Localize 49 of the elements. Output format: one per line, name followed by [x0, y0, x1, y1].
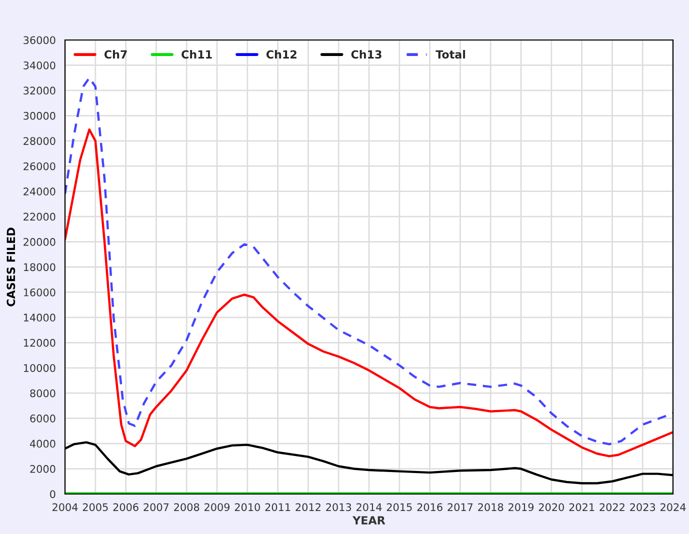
y-tick-label: 18000 — [24, 263, 56, 272]
y-axis-title: CASES FILED — [6, 228, 16, 306]
y-tick-label: 22000 — [24, 212, 56, 221]
x-axis-title: YEAR — [352, 516, 386, 524]
x-tick-label: 2005 — [82, 503, 108, 512]
y-tick-label: 12000 — [24, 338, 56, 347]
x-tick-label: 2019 — [508, 503, 534, 512]
x-tick-label: 2024 — [660, 503, 686, 512]
x-tick-label: 2018 — [478, 503, 504, 512]
x-tick-label: 2017 — [448, 503, 473, 512]
x-tick-label: 2009 — [204, 503, 230, 512]
line-series — [65, 128, 673, 458]
legend-label: Ch13 — [351, 50, 382, 59]
y-tick-label: 14000 — [24, 314, 56, 322]
y-tick-label: 34000 — [24, 61, 56, 70]
y-tick-label: 4000 — [30, 440, 56, 448]
x-tick-label: 2021 — [569, 503, 594, 512]
x-tick-label: 2013 — [326, 503, 352, 512]
legend-label: Ch7 — [104, 50, 127, 59]
x-tick-label: 2007 — [144, 503, 169, 512]
y-tick-label: 20000 — [24, 238, 56, 246]
y-tick-label: 16000 — [24, 288, 56, 296]
x-tick-label: 2016 — [417, 503, 442, 512]
line-series — [65, 76, 673, 446]
x-tick-label: 2023 — [630, 503, 656, 512]
y-tick-label: 28000 — [24, 137, 56, 145]
legend-label: Ch12 — [266, 50, 296, 59]
y-tick-label: 8000 — [30, 389, 56, 398]
x-tick-label: 2022 — [600, 503, 624, 512]
x-tick-label: 2014 — [356, 503, 382, 512]
legend-label: Total — [436, 50, 466, 59]
x-tick-label: 2020 — [538, 503, 564, 512]
x-tick-label: 2010 — [234, 503, 260, 512]
x-tick-label: 2006 — [113, 503, 138, 512]
legend-label: Ch11 — [182, 50, 212, 59]
y-tick-label: 2000 — [30, 465, 56, 473]
y-tick-label: 26000 — [24, 162, 56, 170]
y-tick-label: 0 — [50, 490, 56, 498]
x-tick-label: 2008 — [174, 503, 200, 512]
x-tick-label: 2004 — [52, 503, 78, 512]
x-tick-label: 2011 — [265, 503, 290, 512]
x-tick-label: 2012 — [296, 503, 320, 512]
y-tick-label: 24000 — [24, 188, 56, 196]
y-tick-label: 30000 — [24, 112, 56, 120]
y-tick-label: 6000 — [30, 414, 56, 422]
y-tick-label: 36000 — [24, 36, 56, 44]
y-tick-label: 10000 — [24, 364, 56, 372]
x-tick-label: 2015 — [386, 503, 412, 512]
y-tick-label: 32000 — [24, 86, 56, 95]
